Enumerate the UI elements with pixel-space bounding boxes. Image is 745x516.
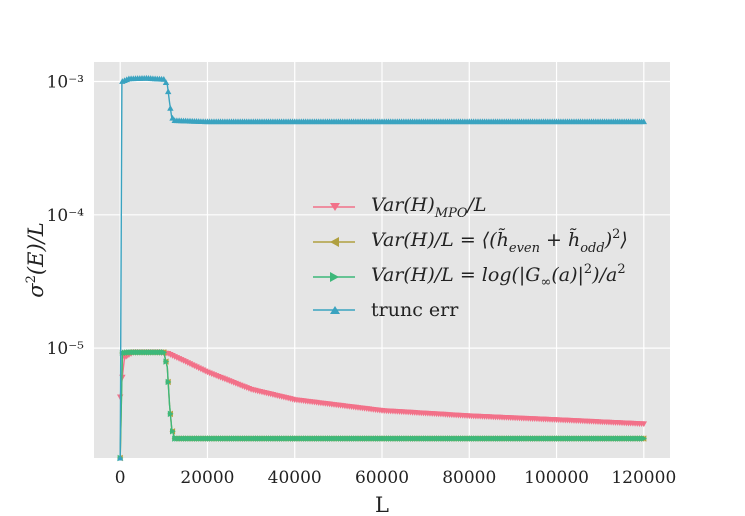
data-point — [165, 378, 172, 386]
legend-entry-var-log: Var(H)/L = log(|G∞(a)|2)/a2 — [313, 262, 626, 290]
data-point — [164, 88, 172, 95]
x-tick-label: 40000 — [268, 468, 322, 488]
data-point — [169, 428, 176, 435]
data-point — [167, 104, 174, 111]
svg-text:trunc err: trunc err — [371, 299, 459, 321]
legend-marker-var-log — [330, 272, 339, 282]
data-point — [167, 410, 174, 418]
svg-text:σ2(E)/L: σ2(E)/L — [24, 222, 48, 297]
x-tick-label: 120000 — [611, 468, 676, 488]
series-2 — [117, 349, 648, 462]
data-point — [160, 76, 168, 82]
x-tick-label: 80000 — [442, 468, 496, 488]
data-point — [161, 349, 168, 356]
data-point — [116, 454, 124, 461]
grid — [94, 62, 670, 458]
x-tick-label: 20000 — [180, 468, 234, 488]
legend-marker-var-mpo — [330, 203, 340, 211]
y-axis-label: σ2(E)/L — [24, 222, 48, 297]
legend-entry-trunc-err: trunc err — [313, 299, 459, 321]
data-point — [640, 421, 648, 428]
data-point — [162, 79, 170, 86]
series-layer — [116, 74, 648, 462]
y-axis-ticks: 10⁻⁵ 10⁻⁴ 10⁻³ — [47, 72, 85, 359]
y-tick-label: 10⁻³ — [47, 72, 84, 92]
data-point — [163, 358, 170, 365]
x-tick-label: 100000 — [524, 468, 589, 488]
x-axis-ticks: 0 20000 40000 60000 80000 100000 120000 — [115, 468, 677, 488]
x-tick-label: 60000 — [355, 468, 409, 488]
data-point — [640, 118, 648, 125]
legend-marker-var-hh — [330, 237, 339, 247]
x-tick-label: 0 — [115, 468, 126, 488]
svg-text:Var(H)/L = log(|G∞(a)|2)/a2: Var(H)/L = log(|G∞(a)|2)/a2 — [371, 262, 626, 290]
y-tick-label: 10⁻⁴ — [47, 206, 85, 226]
series-3 — [116, 74, 648, 461]
y-tick-label: 10⁻⁵ — [47, 339, 85, 359]
x-axis-label: L — [375, 493, 389, 516]
legend-marker-trunc-err — [330, 306, 340, 314]
data-point — [641, 435, 648, 442]
